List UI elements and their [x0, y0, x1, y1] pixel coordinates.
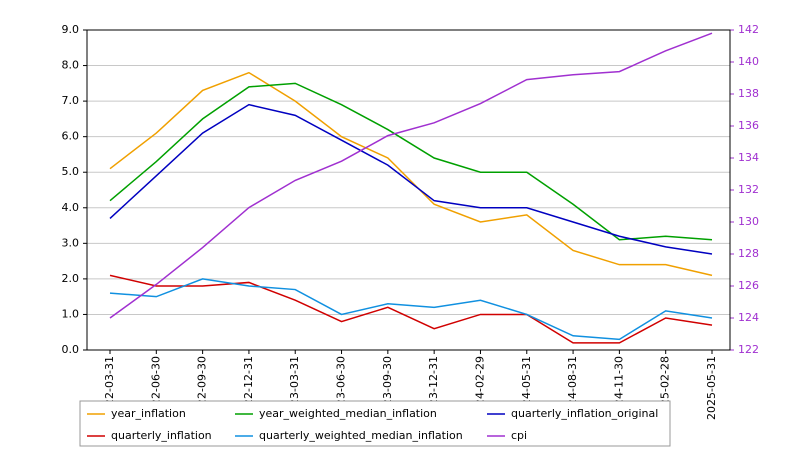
y2-tick-label: 132: [738, 183, 759, 196]
y-tick-label: 2.0: [62, 272, 80, 285]
y-tick-label: 4.0: [62, 201, 80, 214]
y2-tick-label: 142: [738, 23, 759, 36]
legend-label: year_inflation: [111, 407, 186, 420]
y2-tick-label: 130: [738, 215, 759, 228]
y2-tick-label: 140: [738, 55, 759, 68]
legend-label: quarterly_inflation: [111, 429, 212, 442]
y-tick-label: 8.0: [62, 59, 80, 72]
y-tick-label: 9.0: [62, 23, 80, 36]
series-line: [109, 278, 713, 341]
legend-label: year_weighted_median_inflation: [259, 407, 437, 420]
series-line: [109, 274, 713, 344]
legend-box: [79, 400, 671, 447]
y2-tick-label: 138: [738, 87, 759, 100]
series-line: [109, 82, 713, 241]
legend-label: quarterly_inflation_original: [511, 407, 658, 420]
series-line: [109, 32, 713, 319]
y-tick-label: 3.0: [62, 236, 80, 249]
y2-tick-label: 128: [738, 247, 759, 260]
series-line: [109, 71, 713, 277]
y2-tick-label: 122: [738, 343, 759, 356]
y2-tick-label: 134: [738, 151, 759, 164]
y-tick-label: 0.0: [62, 343, 80, 356]
y-tick-label: 5.0: [62, 165, 80, 178]
y-tick-label: 1.0: [62, 307, 80, 320]
plot-frame: [86, 29, 731, 351]
legend-label: cpi: [511, 429, 527, 442]
y-tick-label: 6.0: [62, 130, 80, 143]
series-line: [109, 103, 713, 255]
legend-label: quarterly_weighted_median_inflation: [259, 429, 463, 442]
y-tick-label: 7.0: [62, 94, 80, 107]
x-tick-label: 2025-05-31: [705, 356, 718, 420]
y2-tick-label: 126: [738, 279, 759, 292]
y2-tick-label: 124: [738, 311, 759, 324]
y2-tick-label: 136: [738, 119, 759, 132]
